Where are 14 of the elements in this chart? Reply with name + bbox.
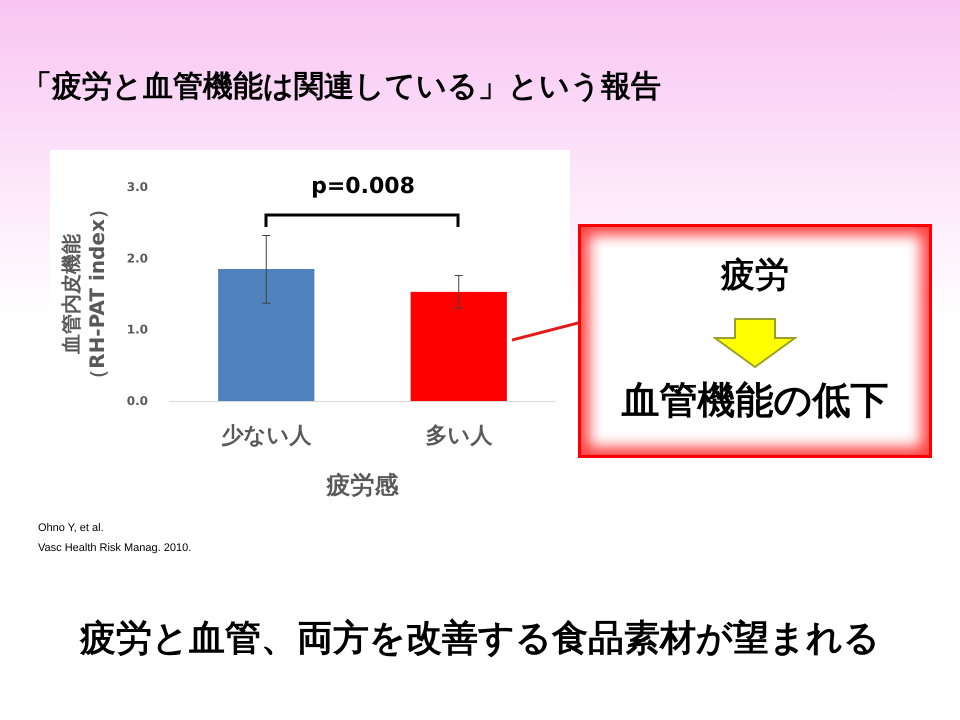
annotation: p=0.008: [310, 174, 416, 199]
y-tick-label: 0.0: [126, 394, 148, 408]
x-axis-title: 疲労感: [326, 471, 400, 499]
text: 血管機能の低下: [620, 377, 890, 424]
y-tick-label: 3.0: [126, 180, 148, 194]
y-axis-title: 血管内皮機能（RH-PAT index）: [59, 199, 109, 389]
chart-title: 「疲労と血管機能は関連している」という報告: [22, 68, 661, 106]
y-tick-label: 2.0: [126, 251, 148, 266]
y-tick-label: 1.0: [126, 322, 148, 337]
x-tick-label: 多い人: [425, 424, 494, 448]
x-tick-label: 少ない人: [221, 424, 312, 448]
text: 疲労と血管、両方を改善する食品素材が望まれる: [78, 617, 881, 661]
text: Ohno Y, et al. Vasc Health Risk Manag. 2010.: [38, 521, 192, 556]
text: 疲労: [720, 254, 790, 297]
